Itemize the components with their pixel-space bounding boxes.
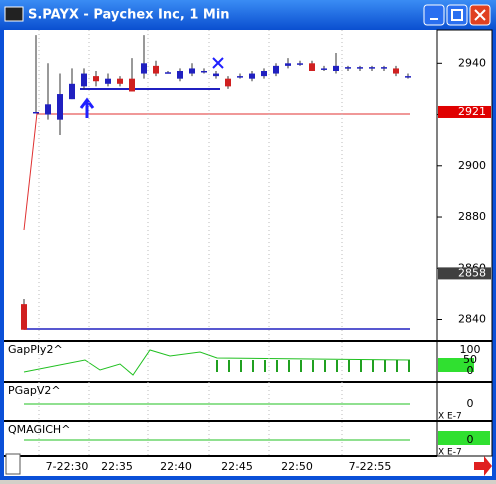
x-tick-label: 22:40 xyxy=(160,460,192,473)
candle-body xyxy=(249,73,255,79)
candle-body xyxy=(153,65,159,74)
candle-body xyxy=(69,83,75,100)
candle-body xyxy=(141,63,147,74)
candle-body xyxy=(333,65,339,71)
panel-scale: X E-7 xyxy=(438,412,462,422)
y-tick-label: 2880 xyxy=(458,210,486,223)
candle-body xyxy=(189,68,195,74)
window-title: S.PAYX - Paychex Inc, 1 Min xyxy=(28,8,230,23)
app-icon xyxy=(4,6,24,22)
maximize-button[interactable] xyxy=(446,4,468,26)
price-label: 2921 xyxy=(458,105,486,118)
candle-body xyxy=(33,111,39,114)
candle-body xyxy=(369,67,375,69)
x-tick-label: 7-22:30 xyxy=(46,460,89,473)
price-axis xyxy=(436,29,493,457)
candle-body xyxy=(405,76,411,78)
panel-tick-label: 100 xyxy=(460,343,481,356)
candle-body xyxy=(237,76,243,78)
candle-body xyxy=(261,70,267,77)
panel-title: PGapV2^ xyxy=(8,384,61,397)
panel-tick-label: 50 xyxy=(463,353,477,366)
candle-body xyxy=(93,76,99,82)
window-buttons[interactable] xyxy=(423,4,491,26)
panel-tick-label: 0 xyxy=(467,397,474,410)
panel-title: QMAGICH^ xyxy=(8,423,70,436)
icon xyxy=(430,18,438,20)
candle-body xyxy=(165,72,171,74)
x-tick-label: 22:35 xyxy=(101,460,133,473)
scroll-box[interactable] xyxy=(5,453,21,475)
candle-body xyxy=(57,94,63,120)
x-tick-label: 7-22:55 xyxy=(349,460,392,473)
candle-body xyxy=(297,63,303,65)
candle-body xyxy=(177,70,183,79)
panel-tick-label: 0 xyxy=(467,433,474,446)
candle-body xyxy=(105,78,111,84)
minimize-button[interactable] xyxy=(423,4,445,26)
candle-body xyxy=(357,67,363,69)
candle-body xyxy=(213,73,219,77)
icon xyxy=(451,9,463,21)
candle-body xyxy=(381,67,387,69)
y-tick-label: 2840 xyxy=(458,313,486,326)
candle-body xyxy=(117,78,123,84)
candle-body xyxy=(45,104,51,115)
price-marker xyxy=(438,267,491,280)
candle-body xyxy=(21,304,27,330)
buy-arrow xyxy=(79,97,95,118)
title-bar xyxy=(0,0,496,30)
x-tick-label: 22:45 xyxy=(221,460,253,473)
price-marker xyxy=(438,105,491,118)
candle-body xyxy=(285,63,291,66)
x-tick-label: 22:50 xyxy=(281,460,313,473)
panel-tick-label: 0 xyxy=(467,364,474,377)
candle-body xyxy=(201,70,207,73)
candle-body xyxy=(345,67,351,69)
candle-body xyxy=(81,73,87,87)
y-tick-label: 2900 xyxy=(458,159,486,172)
candle-body xyxy=(321,68,327,70)
candle-body xyxy=(393,68,399,74)
price-label: 2858 xyxy=(458,266,486,279)
gap-line xyxy=(23,112,38,231)
exit-marker xyxy=(212,57,224,69)
candle-body xyxy=(225,78,231,87)
candle-body xyxy=(273,65,279,74)
icon xyxy=(474,9,486,21)
panel-title: GapPly2^ xyxy=(8,343,63,356)
candle-body xyxy=(309,63,315,71)
y-tick-label: 2940 xyxy=(458,56,486,69)
scroll-right[interactable] xyxy=(474,456,492,476)
candle-body xyxy=(129,78,135,92)
panel-scale: X E-7 xyxy=(438,448,462,458)
indicator-value-box xyxy=(438,431,490,445)
indicator-value-box xyxy=(438,358,474,372)
chart-area xyxy=(4,30,492,476)
